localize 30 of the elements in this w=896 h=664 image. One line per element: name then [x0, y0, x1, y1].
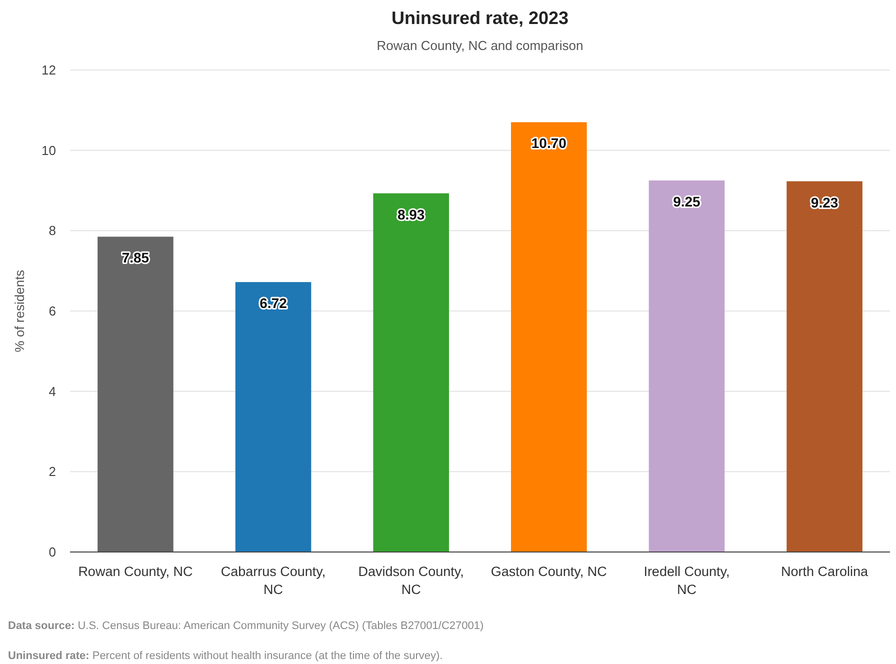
- y-tick-label: 8: [48, 223, 56, 238]
- y-tick-label: 12: [42, 62, 56, 78]
- y-tick-label: 10: [42, 142, 56, 158]
- bar: [648, 180, 725, 552]
- y-axis-title: % of residents: [12, 269, 27, 352]
- data-label: 9.25: [673, 193, 701, 210]
- x-tick-label: Rowan County, NC: [78, 564, 193, 579]
- y-tick-label: 6: [48, 304, 56, 319]
- text: Uninsured rate: Percent of residents without health insurance (at the time of the survey).: [8, 650, 443, 662]
- y-tick-label: 2: [48, 464, 56, 480]
- x-tick-label: Gaston County, NC: [490, 564, 608, 579]
- y-tick-label: 4: [48, 384, 56, 399]
- data-label: 8.93: [397, 206, 425, 222]
- chart-title: Uninsured rate, 2023: [391, 8, 569, 28]
- chart-subtitle: Rowan County, NC and comparison: [376, 38, 584, 53]
- bar: [98, 236, 174, 552]
- source-note: Data source: U.S. Census Bureau: American Community Survey (ACS) (Tables B27001/C27001): [8, 620, 484, 632]
- x-tick-label: Iredell County, NC: [644, 564, 730, 597]
- x-tick-label: Cabarrus County, NC: [220, 564, 326, 597]
- x-tick-label: North Carolina: [781, 564, 869, 579]
- bar: [235, 282, 312, 552]
- data-label: 6.72: [260, 295, 288, 312]
- data-label: 7.85: [122, 250, 150, 266]
- y-tick-label: 0: [48, 544, 56, 560]
- bar: [786, 181, 862, 552]
- data-label: 10.70: [531, 135, 567, 152]
- x-tick-label: Davidson County, NC: [358, 564, 464, 597]
- data-label: 9.23: [810, 194, 838, 210]
- bar: [373, 193, 449, 552]
- bar: [511, 122, 587, 552]
